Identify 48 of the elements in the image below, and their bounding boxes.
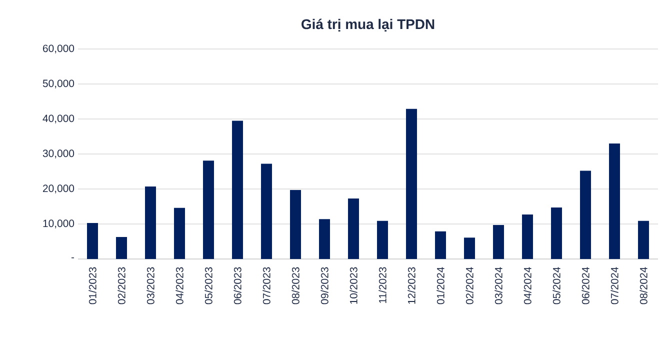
chart-title: Giá trị mua lại TPDN	[302, 18, 434, 32]
x-tick-label: 11/2023	[378, 267, 386, 304]
bar	[551, 208, 562, 259]
bar	[638, 220, 650, 259]
x-tick-label: 03/2024	[494, 267, 502, 304]
x-tick-label: 07/2023	[262, 267, 270, 304]
x-tick-label: 06/2024	[582, 267, 590, 304]
x-tick-label: 03/2023	[146, 267, 154, 304]
bar	[348, 198, 360, 259]
x-tick-label: 08/2023	[292, 267, 300, 304]
x-tick-label: 10/2023	[350, 267, 358, 304]
x-tick-label: 12/2023	[408, 267, 416, 304]
y-tick-label: -	[71, 257, 74, 258]
bar	[377, 220, 388, 259]
x-tick-label: 04/2023	[176, 267, 184, 304]
y-tick-label: 20,000	[43, 184, 74, 194]
x-tick-label: 01/2024	[436, 267, 444, 304]
bar	[174, 208, 186, 259]
bar	[464, 238, 476, 259]
bar	[580, 170, 592, 259]
x-tick-label: 05/2024	[552, 267, 560, 304]
bar	[145, 186, 156, 259]
x-tick-label: 08/2024	[640, 267, 648, 304]
y-tick-label: 10,000	[43, 220, 74, 228]
y-tick-label: 30,000	[42, 150, 74, 158]
x-tick-label: 04/2024	[524, 267, 532, 304]
bar	[435, 231, 446, 259]
bar	[116, 236, 127, 259]
y-tick-label: 40,000	[42, 114, 74, 124]
x-tick-label: 05/2023	[204, 267, 212, 304]
bar	[261, 164, 272, 259]
bar	[290, 190, 302, 259]
x-tick-label: 06/2023	[234, 267, 242, 304]
x-tick-label: 07/2024	[610, 267, 618, 304]
x-tick-label: 02/2023	[118, 267, 126, 304]
bar	[522, 214, 534, 259]
y-tick-label: 60,000	[43, 44, 74, 54]
bar	[406, 108, 418, 259]
bar	[319, 219, 330, 259]
y-tick-label: 50,000	[42, 80, 74, 88]
x-tick-label: 09/2023	[320, 267, 328, 304]
bar	[203, 160, 214, 259]
bar	[87, 222, 98, 259]
bar	[609, 144, 620, 259]
bar	[493, 225, 504, 259]
x-tick-label: 01/2023	[88, 267, 96, 304]
bar	[232, 120, 244, 259]
x-tick-label: 02/2024	[466, 267, 474, 304]
